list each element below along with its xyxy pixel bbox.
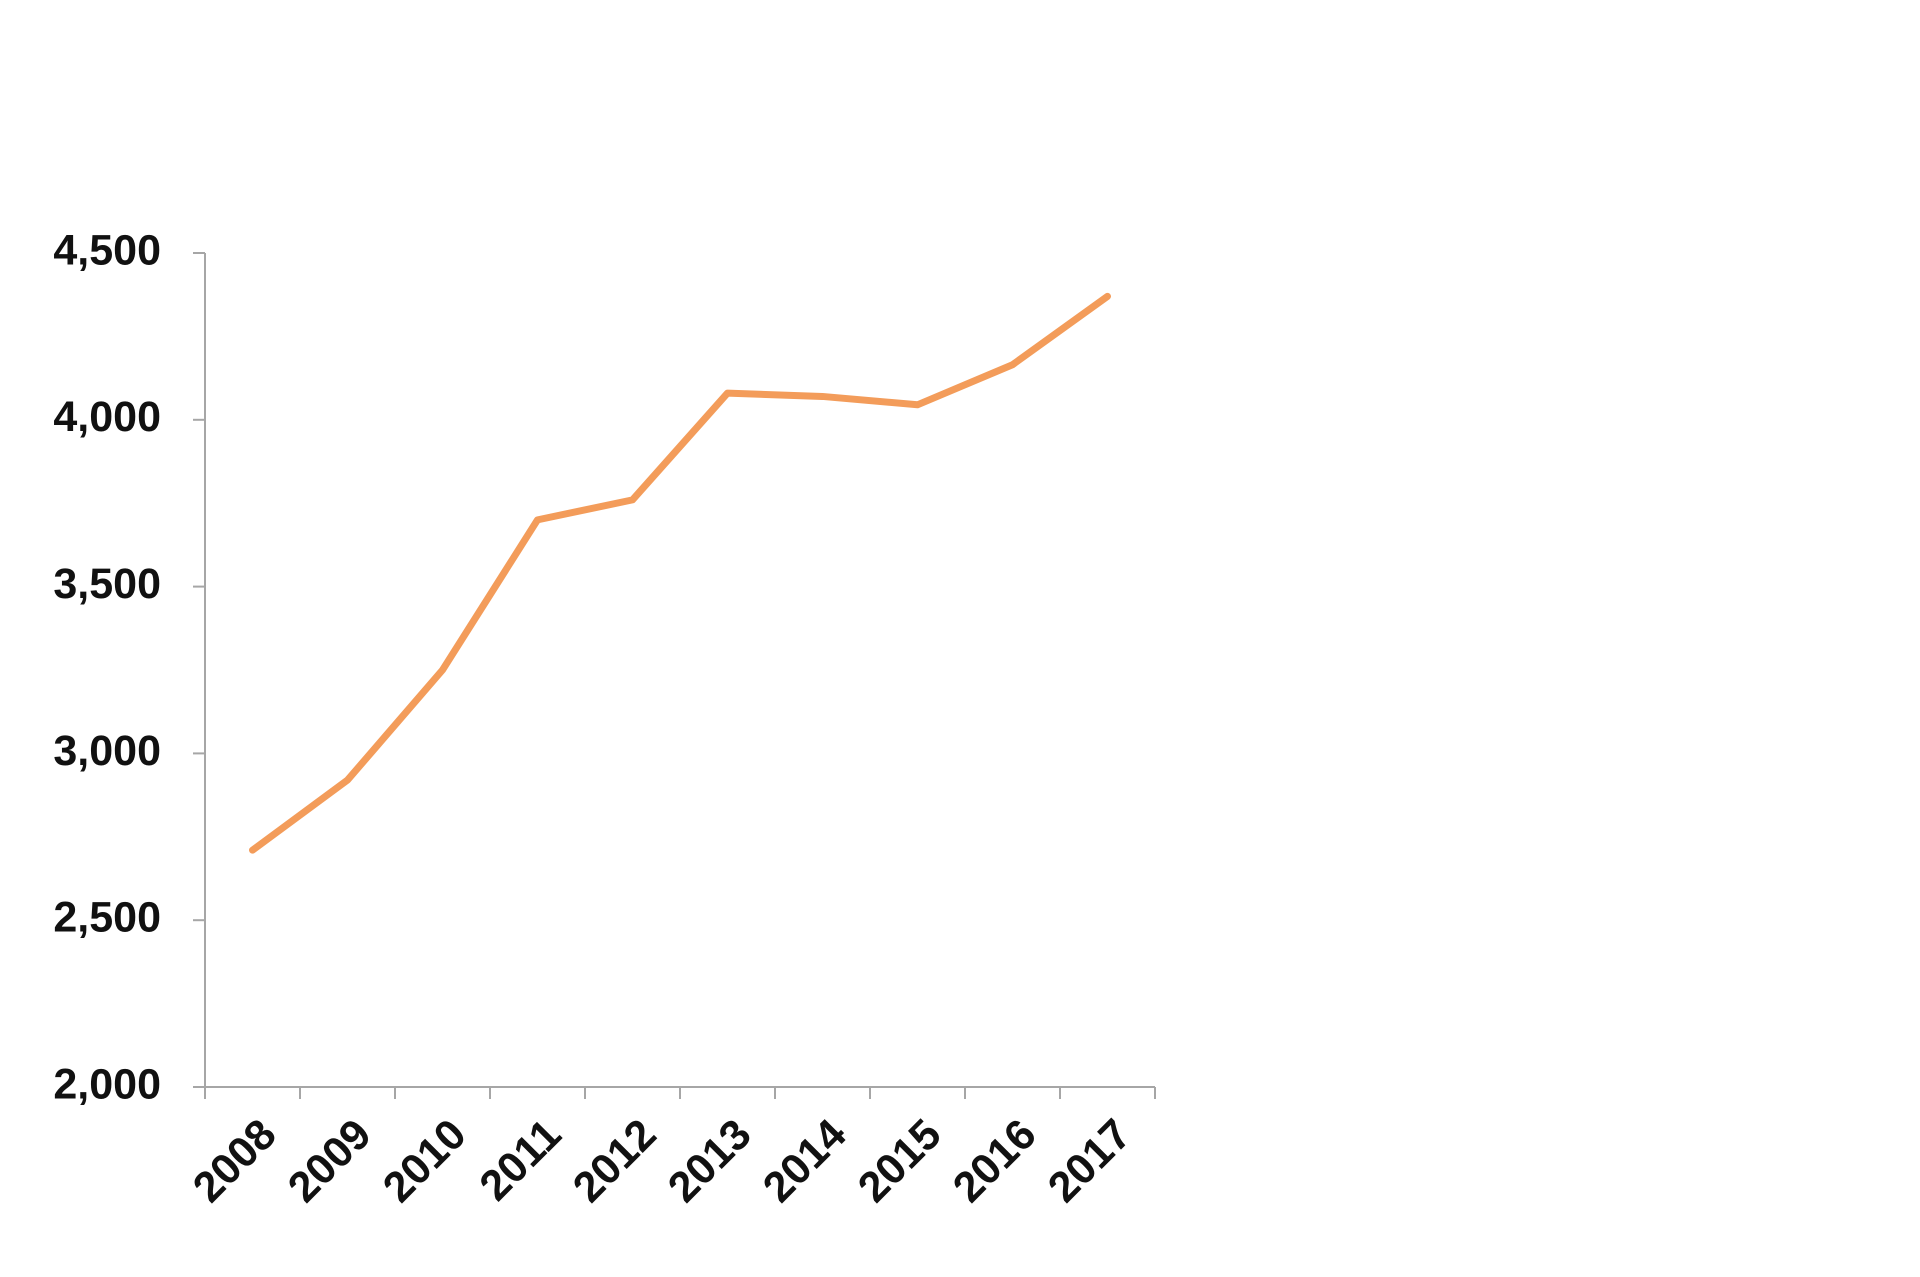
y-tick-label: 4,000 (53, 393, 161, 441)
y-tick-label: 2,500 (53, 894, 161, 942)
x-tick-label: 2010 (374, 1110, 476, 1212)
x-tick-label: 2014 (754, 1110, 856, 1212)
line (249, 292, 1111, 854)
x-tick-label: 2015 (849, 1110, 951, 1212)
y-tick-label: 2,000 (53, 1060, 161, 1108)
x-tick-label: 2009 (279, 1110, 381, 1212)
y-tick-label: 3,500 (53, 560, 161, 608)
y-tick-label: 4,500 (53, 226, 161, 274)
x-tick-label: 2012 (564, 1110, 666, 1212)
x-tick-label: 2017 (1039, 1110, 1141, 1212)
x-tick-label: 2013 (659, 1110, 761, 1212)
x-tick-label: 2016 (944, 1110, 1046, 1212)
x-tick-label: 2011 (471, 1110, 571, 1210)
x-tick-label: 2008 (184, 1110, 286, 1212)
y-tick-label: 3,000 (53, 727, 161, 775)
